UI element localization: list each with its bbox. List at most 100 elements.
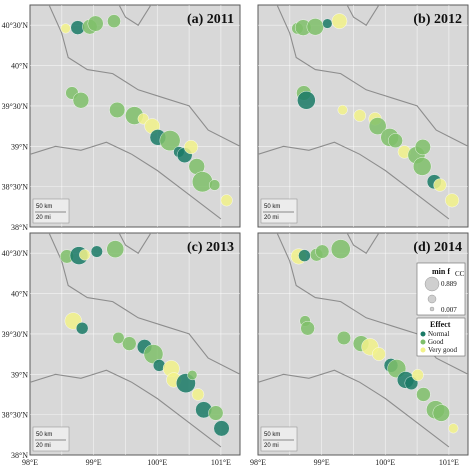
- size-legend-min-label: 0.007: [441, 306, 457, 314]
- site-marker: [109, 101, 126, 118]
- scale-bar: 50 km 20 mi: [260, 426, 298, 452]
- effect-legend-swatch: [420, 339, 426, 345]
- site-marker: [192, 171, 213, 193]
- site-marker: [75, 322, 89, 335]
- site-marker: [416, 387, 431, 402]
- lat-tick-label: 40°30'N: [2, 249, 29, 258]
- lat-tick-label: 40°N: [11, 290, 28, 299]
- site-marker: [336, 330, 351, 345]
- lon-tick-label: 100°E: [147, 458, 167, 467]
- site-marker: [448, 423, 459, 434]
- lon-tick-label: 99°E: [86, 458, 102, 467]
- scale-bar: 50 km 20 mi: [32, 198, 70, 224]
- site-marker: [183, 140, 198, 155]
- effect-legend-label: Very good: [428, 346, 457, 354]
- effect-legend-label: Good: [428, 338, 444, 346]
- site-marker: [337, 104, 348, 115]
- lon-tick-label: 98°E: [22, 458, 38, 467]
- road-line: [258, 141, 450, 220]
- effect-legend-title: Effect: [430, 320, 451, 329]
- site-marker: [220, 194, 233, 207]
- scale-bar-km: 50 km: [36, 432, 52, 438]
- size-legend-max-label: 0.889: [441, 280, 457, 288]
- lat-tick-label: 40°N: [11, 62, 28, 71]
- road-line: [346, 233, 380, 254]
- site-marker: [213, 420, 230, 437]
- lon-tick-label: 100°E: [375, 458, 395, 467]
- site-marker: [208, 179, 221, 191]
- road-line: [30, 141, 222, 220]
- effect-legend-label: Normal: [428, 330, 449, 338]
- road-line: [118, 233, 152, 254]
- site-marker: [106, 240, 125, 258]
- lon-tick-label: 99°E: [314, 458, 330, 467]
- size-legend-title-subscript: CC: [455, 270, 465, 278]
- scale-bar-box: [260, 198, 298, 224]
- map-panel-2011: (a) 2011 50 km 20 mi 40°30'N 40°N 39°30'N 39°N…: [2, 4, 241, 232]
- site-marker: [90, 245, 103, 258]
- lat-tick-label: 40°30'N: [2, 21, 29, 30]
- panel-title: (d) 2014: [413, 240, 462, 255]
- site-marker: [388, 133, 403, 149]
- site-marker: [411, 369, 424, 382]
- site-marker: [322, 18, 333, 29]
- lat-tick-label: 38°N: [11, 451, 28, 460]
- lat-tick-label: 38°30'N: [2, 183, 29, 192]
- scale-bar-km: 50 km: [264, 432, 280, 438]
- site-marker: [159, 130, 181, 152]
- site-marker: [445, 193, 460, 208]
- lon-tick-label: 98°E: [250, 458, 266, 467]
- size-legend-large-circle: [424, 276, 440, 292]
- site-marker: [353, 109, 367, 122]
- site-marker: [368, 117, 387, 135]
- site-marker: [208, 405, 224, 421]
- scale-bar: 50 km 20 mi: [32, 426, 70, 452]
- site-marker: [330, 239, 351, 259]
- site-marker: [298, 249, 311, 262]
- scale-bar-mi: 20 mi: [36, 215, 51, 221]
- lat-tick-label: 38°30'N: [2, 411, 29, 420]
- site-marker: [432, 404, 450, 422]
- site-marker: [412, 157, 432, 176]
- scale-bar-mi: 20 mi: [36, 443, 51, 449]
- scale-bar-mi: 20 mi: [264, 443, 279, 449]
- size-legend-mid-circle: [427, 294, 437, 304]
- lat-tick-label: 39°N: [11, 370, 28, 379]
- site-marker: [297, 91, 316, 110]
- site-marker: [122, 336, 137, 351]
- road-line: [48, 5, 240, 147]
- panel-title: (a) 2011: [187, 12, 234, 27]
- map-panel-2012: (b) 2012 50 km 20 mi: [257, 4, 469, 228]
- effect-legend-swatch: [420, 331, 426, 337]
- site-marker: [331, 13, 348, 29]
- site-marker: [187, 370, 198, 381]
- lat-tick-label: 39°N: [11, 142, 28, 151]
- map-panel-2013: (c) 2013 50 km 20 mi 40°30'N 40°N 39°30'N 39°N…: [2, 232, 241, 467]
- lon-tick-label: 101°E: [439, 458, 459, 467]
- site-marker: [306, 18, 324, 36]
- size-legend-title: min f: [432, 267, 450, 276]
- site-marker: [300, 321, 315, 336]
- road-line: [48, 233, 240, 375]
- size-legend-box: [416, 262, 466, 316]
- site-marker: [112, 331, 125, 344]
- site-marker: [87, 15, 104, 32]
- scale-bar-box: [32, 198, 70, 224]
- road-line: [118, 5, 152, 26]
- scale-bar-box: [260, 426, 298, 452]
- effect-legend-swatch: [420, 347, 426, 353]
- site-marker: [433, 178, 447, 192]
- panel-title: (c) 2013: [187, 240, 234, 255]
- site-marker: [191, 388, 205, 401]
- scale-bar: 50 km 20 mi: [260, 198, 298, 224]
- site-marker: [60, 23, 71, 34]
- road-line: [276, 5, 468, 147]
- lon-tick-label: 101°E: [211, 458, 231, 467]
- site-marker: [72, 92, 90, 109]
- lat-tick-label: 38°N: [11, 223, 28, 232]
- lat-tick-label: 39°30'N: [2, 102, 29, 111]
- site-marker: [107, 14, 121, 28]
- road-line: [346, 5, 380, 26]
- road-line: [258, 369, 450, 448]
